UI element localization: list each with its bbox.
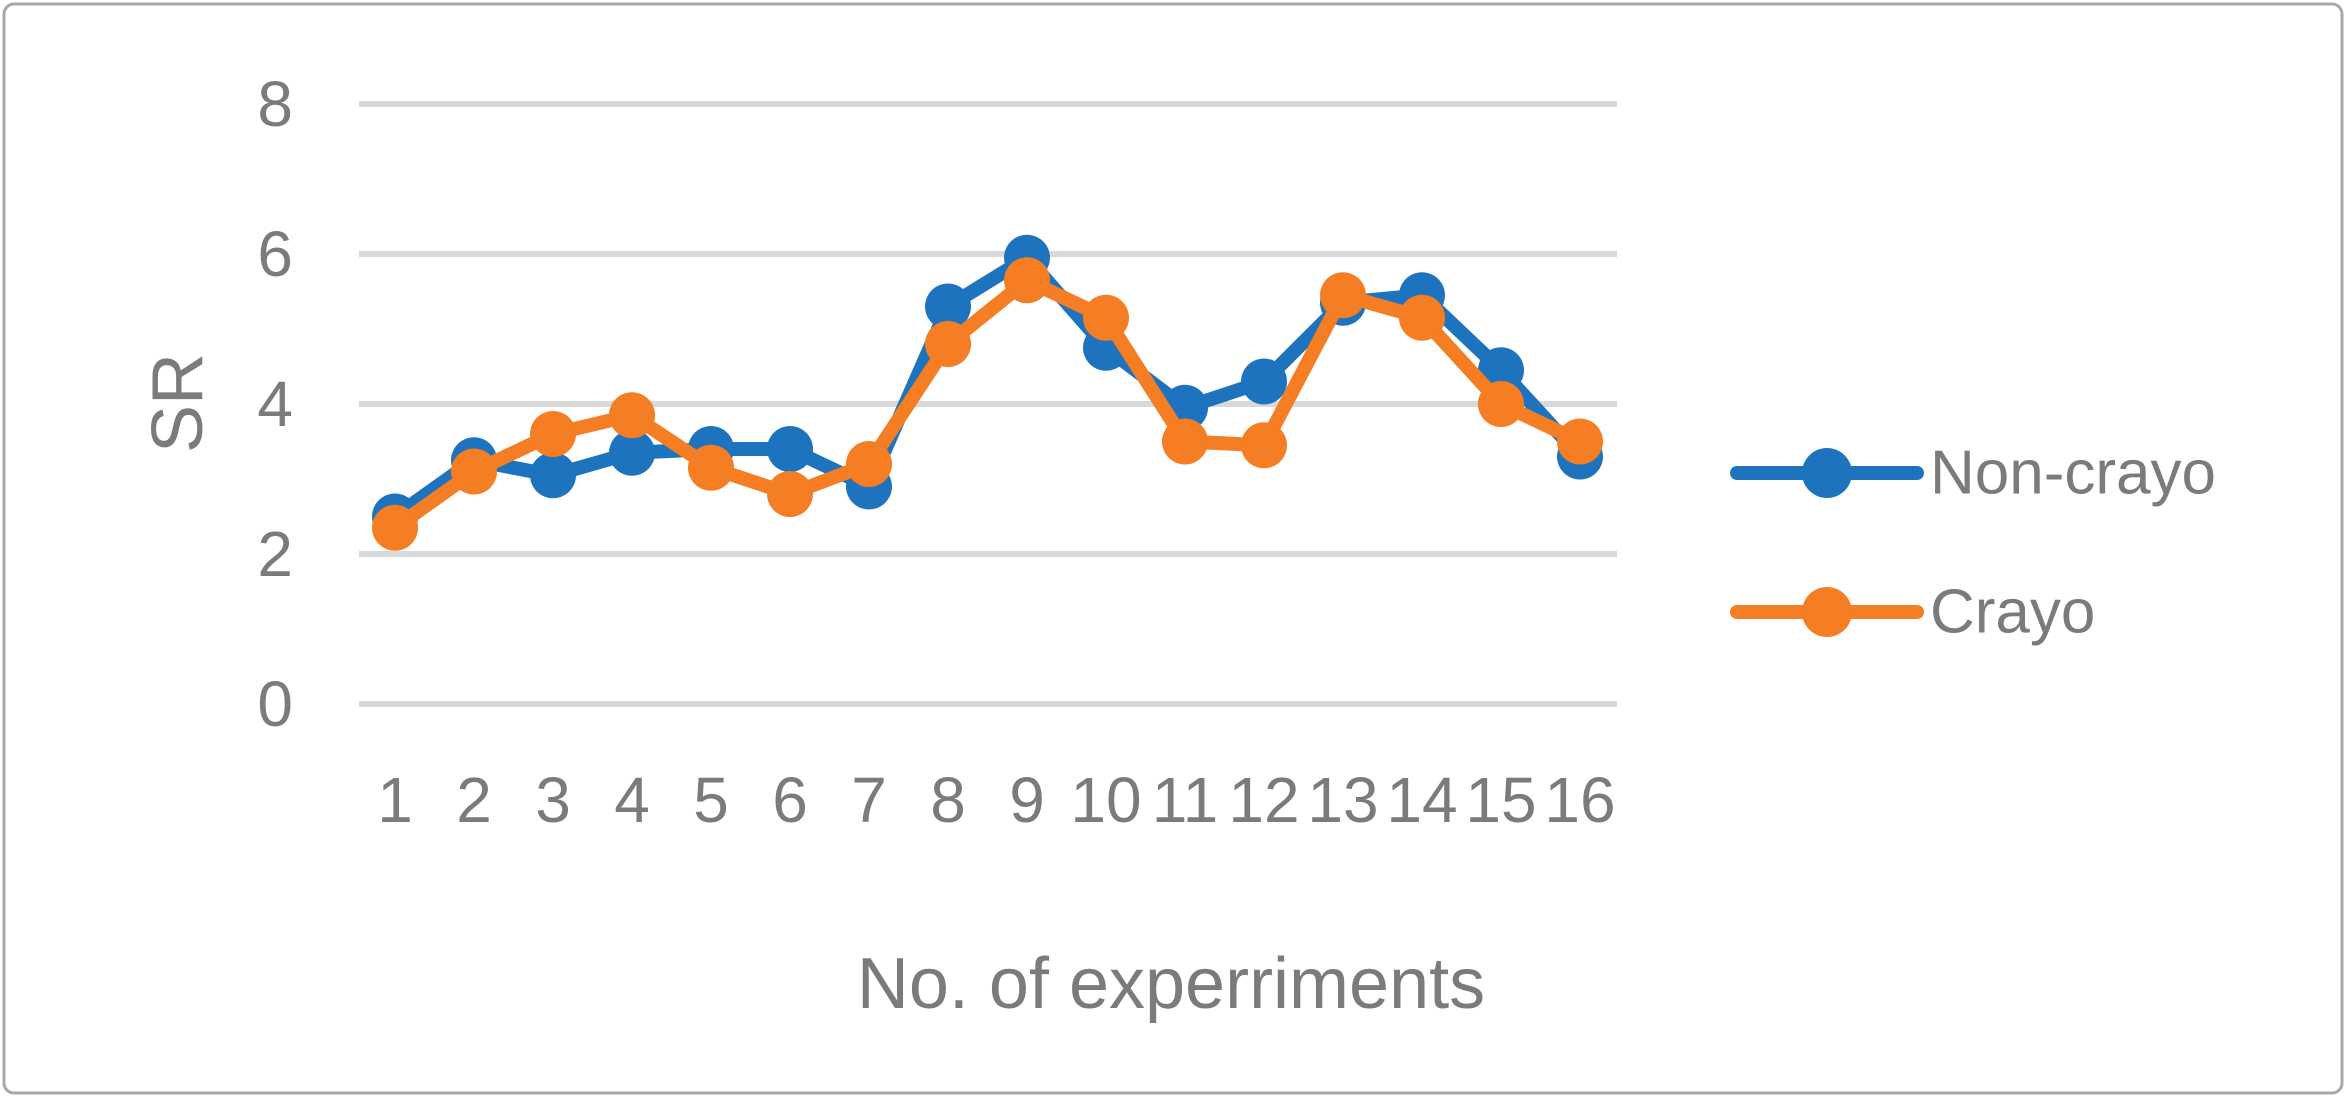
x-tick-label-14: 14 <box>1386 764 1457 836</box>
data-point-crayo-4 <box>609 392 655 439</box>
legend-marker-circle-non-crayo <box>1802 448 1852 498</box>
series-non-crayo <box>372 234 1603 540</box>
x-tick-label-5: 5 <box>693 764 729 836</box>
data-point-crayo-1 <box>372 504 418 551</box>
data-point-crayo-7 <box>846 441 892 487</box>
data-point-crayo-5 <box>688 444 734 491</box>
series-line-non-crayo <box>388 250 1587 524</box>
x-tick-label-15: 15 <box>1465 764 1536 836</box>
data-point-crayo-2 <box>451 448 497 495</box>
data-point-non-crayo-12 <box>1241 358 1287 405</box>
data-point-crayo-9 <box>1004 257 1050 304</box>
gridlines <box>359 101 1617 707</box>
x-tick-label-3: 3 <box>535 764 571 836</box>
y-axis-tick-labels: 0 2 4 6 8 <box>257 68 293 740</box>
data-point-crayo-11 <box>1162 418 1208 465</box>
series-line-crayo <box>388 273 1587 535</box>
data-point-crayo-10 <box>1083 294 1129 341</box>
x-tick-label-10: 10 <box>1070 764 1141 836</box>
data-point-non-crayo-4 <box>609 429 655 476</box>
legend-label-crayo: Crayo <box>1930 578 2095 647</box>
data-point-crayo-16 <box>1557 418 1603 465</box>
y-axis-title: SR <box>138 353 218 453</box>
y-tick-label-4: 4 <box>257 368 293 440</box>
x-axis-tick-labels: 1 2 3 4 5 6 7 8 9 10 11 12 13 14 15 16 <box>377 764 1615 836</box>
data-point-non-crayo-8 <box>925 283 971 330</box>
x-tick-label-12: 12 <box>1228 764 1299 836</box>
data-point-crayo-13 <box>1320 272 1366 319</box>
y-tick-label-8: 8 <box>257 68 293 140</box>
y-tick-label-6: 6 <box>257 218 293 290</box>
legend: Non-crayo Crayo <box>1730 439 2216 647</box>
y-tick-label-2: 2 <box>257 518 293 590</box>
data-point-non-crayo-3 <box>530 452 576 499</box>
x-tick-label-2: 2 <box>456 764 492 836</box>
x-tick-label-1: 1 <box>377 764 413 836</box>
x-tick-label-4: 4 <box>614 764 650 836</box>
x-axis-title: No. of experriments <box>857 944 1485 1024</box>
plot-series-layer <box>372 234 1603 551</box>
x-tick-label-7: 7 <box>851 764 887 836</box>
legend-item-crayo: Crayo <box>1730 578 2095 647</box>
x-tick-label-11: 11 <box>1152 764 1218 836</box>
legend-marker-circle-crayo <box>1802 587 1852 637</box>
x-tick-label-6: 6 <box>772 764 808 836</box>
data-point-crayo-6 <box>767 471 813 517</box>
data-point-crayo-12 <box>1241 422 1287 469</box>
data-point-crayo-14 <box>1399 294 1445 341</box>
y-tick-label-0: 0 <box>257 668 293 740</box>
x-tick-label-8: 8 <box>930 764 966 836</box>
data-point-non-crayo-6 <box>767 426 813 472</box>
data-point-crayo-8 <box>925 321 971 367</box>
series-crayo <box>372 257 1603 551</box>
data-point-crayo-3 <box>530 411 576 457</box>
data-point-crayo-15 <box>1478 381 1524 427</box>
x-tick-label-13: 13 <box>1307 764 1378 836</box>
legend-item-non-crayo: Non-crayo <box>1730 439 2216 508</box>
x-tick-label-16: 16 <box>1544 764 1615 836</box>
x-tick-label-9: 9 <box>1009 764 1045 836</box>
legend-label-non-crayo: Non-crayo <box>1930 439 2216 508</box>
